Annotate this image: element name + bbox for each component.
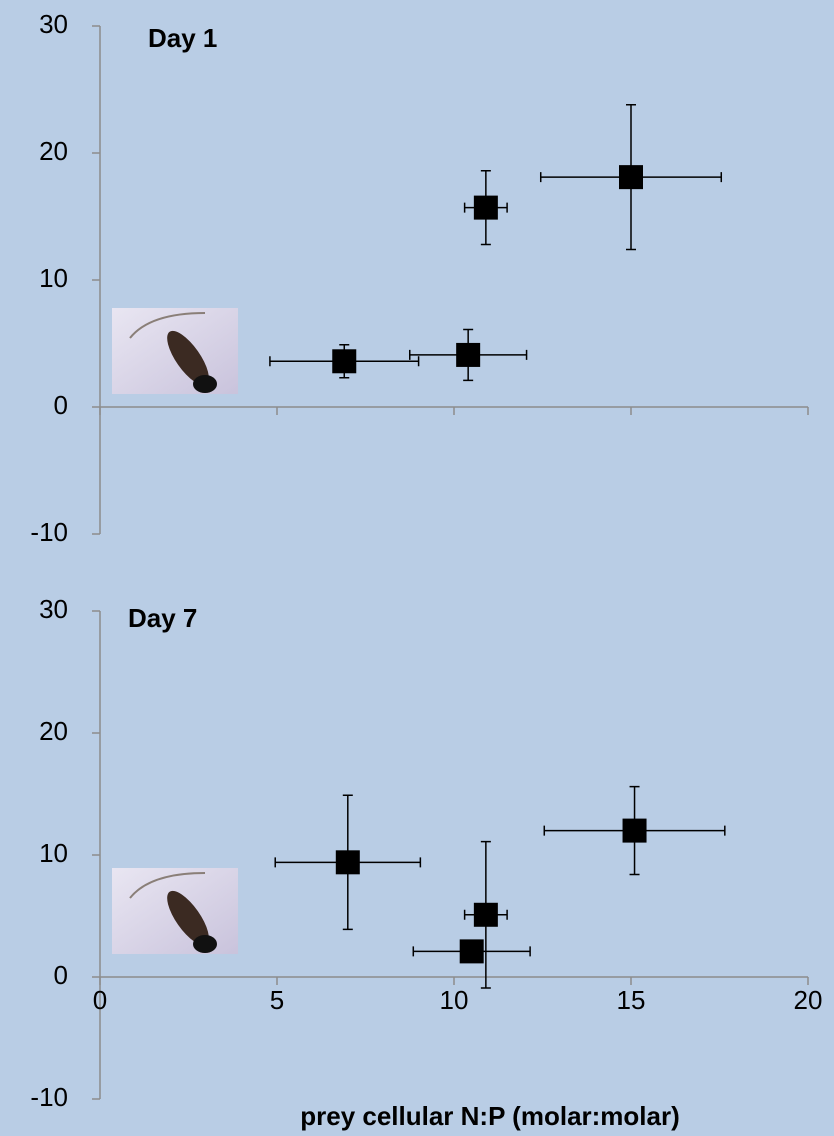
x-tick-label: 10 bbox=[440, 985, 469, 1015]
y-tick-label: 20 bbox=[39, 716, 68, 746]
point bbox=[623, 819, 647, 843]
page: {"chart_data": [ {"type": "scatter", "ti… bbox=[0, 0, 834, 1136]
copepod-tail bbox=[193, 375, 217, 393]
y-tick-label: 0 bbox=[54, 390, 68, 420]
point bbox=[619, 165, 643, 189]
point bbox=[474, 196, 498, 220]
panel-title: Day 7 bbox=[128, 603, 197, 633]
point bbox=[456, 343, 480, 367]
y-tick-label: 30 bbox=[39, 9, 68, 39]
y-tick-label: -10 bbox=[30, 1082, 68, 1112]
point bbox=[332, 349, 356, 373]
point bbox=[460, 939, 484, 963]
x-tick-label: 5 bbox=[270, 985, 284, 1015]
y-tick-label: 10 bbox=[39, 838, 68, 868]
x-tick-label: 20 bbox=[794, 985, 823, 1015]
y-tick-label: 10 bbox=[39, 263, 68, 293]
panel-title: Day 1 bbox=[148, 23, 217, 53]
y-tick-label: -10 bbox=[30, 517, 68, 547]
point bbox=[474, 903, 498, 927]
y-tick-label: 20 bbox=[39, 136, 68, 166]
y-tick-label: 30 bbox=[39, 594, 68, 624]
x-axis-label: prey cellular N:P (molar:molar) bbox=[300, 1101, 680, 1131]
point bbox=[336, 850, 360, 874]
x-tick-label: 15 bbox=[617, 985, 646, 1015]
chart: -10 0 10 20 30 Day 1 -10 0 10 20 30 0 5 10 15 20 Day 7 pr… bbox=[0, 0, 834, 1136]
copepod-tail bbox=[193, 935, 217, 953]
y-tick-label: 0 bbox=[54, 960, 68, 990]
x-tick-label: 0 bbox=[93, 985, 107, 1015]
